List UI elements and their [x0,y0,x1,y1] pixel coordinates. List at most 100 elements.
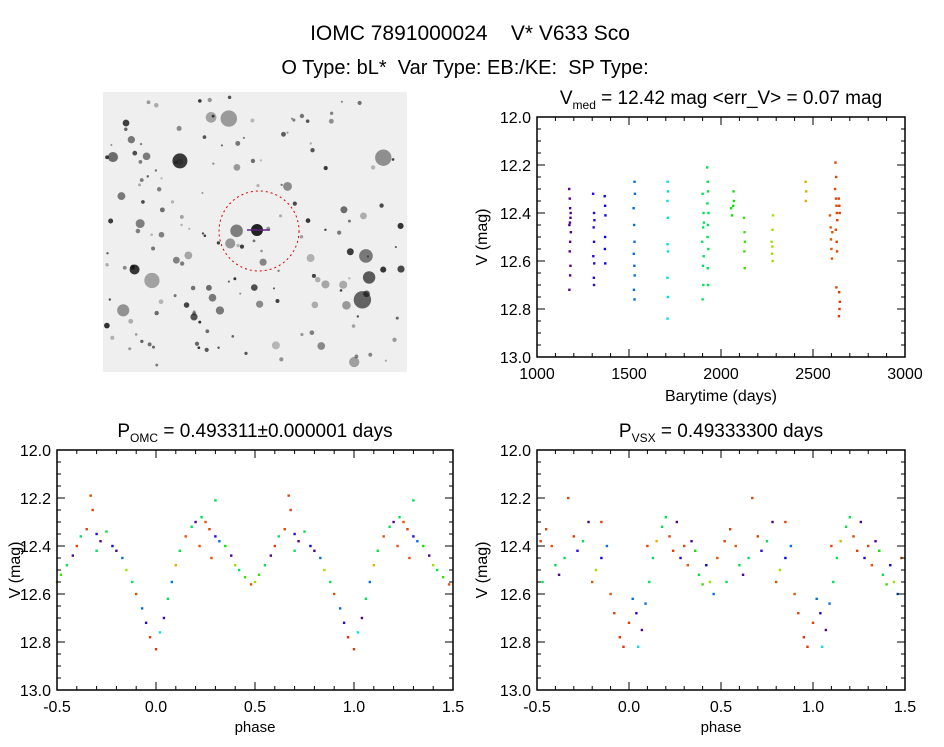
data-point [368,580,372,584]
data-point [743,231,746,234]
data-point [158,631,162,634]
star [277,269,280,273]
data-point [356,631,360,634]
x-tick-label: 0.5 [244,699,266,716]
data-point [568,288,571,291]
data-point [701,240,704,243]
star [256,300,264,308]
star [117,192,126,201]
data-point [125,568,128,572]
data-point [594,568,598,572]
y-tick-label: 12.4 [500,539,531,556]
star [362,271,376,284]
data-point [569,231,573,234]
data-point [568,250,571,253]
star [242,136,245,139]
data-point [729,207,733,210]
data-point [257,573,261,576]
data-point [666,295,670,299]
star [252,239,256,243]
x-tick-label: 1500 [611,366,647,383]
star [204,347,209,353]
y-axis-label: V (mag) [474,542,491,599]
data-point [832,580,835,584]
data-point [568,187,571,191]
data-point [99,540,102,543]
data-point [633,192,637,195]
data-point [666,317,669,320]
star [306,254,315,263]
data-point [702,211,705,215]
star [309,330,315,336]
star [363,290,370,298]
data-point [671,549,675,552]
data-point [734,544,737,548]
data-point [581,540,585,543]
data-point [604,262,607,265]
star [357,100,362,106]
data-point [706,267,709,270]
data-point [592,283,596,287]
data-point [135,592,138,596]
data-point [778,568,782,572]
data-point [732,199,736,203]
star [215,306,225,315]
x-tick-label: 3000 [887,366,923,383]
plot-title: PVSX = 0.49333300 days [619,421,823,445]
star [272,287,276,290]
data-point [859,520,863,524]
plot-title-text: = 0.49333300 days [656,421,823,442]
star [170,200,175,204]
data-point [732,190,735,193]
data-point [701,583,704,586]
star [380,266,387,273]
star [198,99,202,103]
figure-subtitle: O Type: bL* Var Type: EB:/KE: SP Type: [281,57,648,79]
data-point [554,564,557,567]
lightcurve-time-plot: 1000 1500 2000 2500 3000 12.0 12.2 12.4 12.6 12.8… [474,88,923,405]
data-point [568,207,572,210]
data-point [743,267,746,270]
star [300,332,304,337]
data-point [852,535,855,538]
star [220,110,238,127]
star [305,119,310,123]
data-point [648,580,651,584]
star [321,280,330,289]
star [140,339,144,343]
data-point [747,556,750,560]
data-point [200,516,203,519]
data-point [730,214,734,217]
data-point [797,612,800,615]
data-point [770,240,773,243]
y-tick-label: 12.6 [500,254,531,271]
star [323,166,328,171]
star [198,320,202,324]
x-axis-label: phase [235,719,276,736]
data-point [632,207,635,210]
data-point [707,211,710,215]
star [379,203,384,208]
data-point [729,528,732,531]
x-tick-label: 1.0 [802,699,824,716]
data-point [600,556,603,560]
data-point [834,197,838,200]
data-point [743,250,746,253]
y-axis-label: V (mag) [7,542,24,599]
star [130,264,136,270]
data-point [632,223,636,227]
data-point [635,612,638,615]
star [394,245,397,249]
data-point [166,597,170,600]
data-point [587,520,590,524]
x-tick-label: 2500 [795,366,831,383]
star [122,119,130,127]
star [225,238,236,249]
star [392,337,397,342]
data-point [422,544,425,548]
data-point [121,556,124,560]
data-point [303,530,306,533]
data-point [664,516,667,519]
star [128,318,134,324]
data-point [249,583,253,586]
